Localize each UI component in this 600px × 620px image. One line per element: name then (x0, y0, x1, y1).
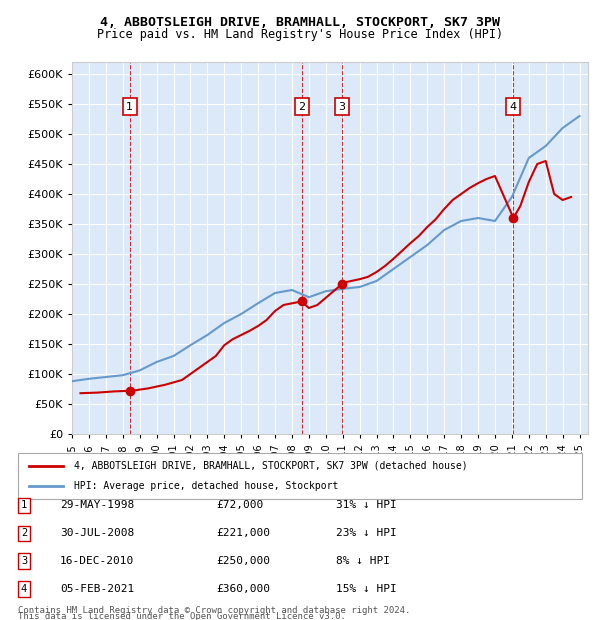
Text: 3: 3 (21, 556, 27, 566)
Text: £250,000: £250,000 (216, 556, 270, 566)
Text: 05-FEB-2021: 05-FEB-2021 (60, 584, 134, 594)
Text: 2: 2 (298, 102, 305, 112)
Text: 8% ↓ HPI: 8% ↓ HPI (336, 556, 390, 566)
FancyBboxPatch shape (18, 453, 582, 499)
Text: 29-MAY-1998: 29-MAY-1998 (60, 500, 134, 510)
Text: £72,000: £72,000 (216, 500, 263, 510)
Text: 4, ABBOTSLEIGH DRIVE, BRAMHALL, STOCKPORT, SK7 3PW (detached house): 4, ABBOTSLEIGH DRIVE, BRAMHALL, STOCKPOR… (74, 461, 468, 471)
Text: 1: 1 (126, 102, 133, 112)
Text: 4, ABBOTSLEIGH DRIVE, BRAMHALL, STOCKPORT, SK7 3PW: 4, ABBOTSLEIGH DRIVE, BRAMHALL, STOCKPOR… (100, 16, 500, 29)
Text: 1: 1 (21, 500, 27, 510)
Text: 15% ↓ HPI: 15% ↓ HPI (336, 584, 397, 594)
Text: 31% ↓ HPI: 31% ↓ HPI (336, 500, 397, 510)
Text: 2: 2 (21, 528, 27, 538)
Text: 3: 3 (338, 102, 346, 112)
Text: 4: 4 (510, 102, 517, 112)
Text: £360,000: £360,000 (216, 584, 270, 594)
Text: Contains HM Land Registry data © Crown copyright and database right 2024.: Contains HM Land Registry data © Crown c… (18, 606, 410, 615)
Text: 30-JUL-2008: 30-JUL-2008 (60, 528, 134, 538)
Text: This data is licensed under the Open Government Licence v3.0.: This data is licensed under the Open Gov… (18, 612, 346, 620)
Text: 16-DEC-2010: 16-DEC-2010 (60, 556, 134, 566)
Text: £221,000: £221,000 (216, 528, 270, 538)
Text: 23% ↓ HPI: 23% ↓ HPI (336, 528, 397, 538)
Text: Price paid vs. HM Land Registry's House Price Index (HPI): Price paid vs. HM Land Registry's House … (97, 28, 503, 41)
Text: 4: 4 (21, 584, 27, 594)
Text: HPI: Average price, detached house, Stockport: HPI: Average price, detached house, Stoc… (74, 481, 339, 491)
